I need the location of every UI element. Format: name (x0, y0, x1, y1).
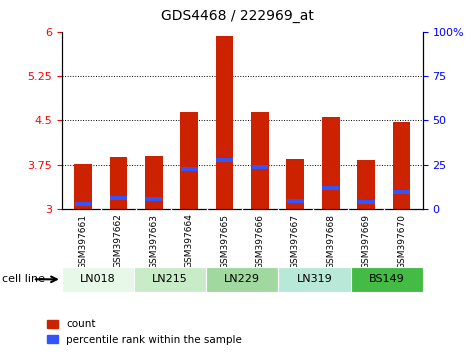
Text: GSM397663: GSM397663 (149, 213, 158, 269)
Bar (181, 167, 198, 171)
Legend: count, percentile rank within the sample: count, percentile rank within the sample (43, 315, 246, 349)
Bar (357, 160, 375, 209)
Bar (62, 267, 134, 292)
Bar (322, 118, 340, 209)
Bar (134, 267, 206, 292)
Text: GSM397669: GSM397669 (361, 213, 371, 269)
Bar (358, 200, 374, 204)
Bar (180, 112, 198, 209)
Bar (110, 157, 127, 209)
Bar (74, 164, 92, 209)
Bar (278, 267, 351, 292)
Bar (393, 190, 410, 194)
Text: GDS4468 / 222969_at: GDS4468 / 222969_at (161, 9, 314, 23)
Text: GSM397668: GSM397668 (326, 213, 335, 269)
Bar (145, 156, 162, 209)
Bar (110, 196, 127, 200)
Bar (286, 159, 304, 209)
Bar (251, 112, 269, 209)
Text: LN215: LN215 (152, 274, 188, 284)
Text: GSM397664: GSM397664 (185, 213, 194, 268)
Text: GSM397666: GSM397666 (256, 213, 265, 269)
Text: LN018: LN018 (80, 274, 116, 284)
Bar (323, 186, 339, 190)
Text: GSM397667: GSM397667 (291, 213, 300, 269)
Bar (287, 199, 304, 202)
Bar (145, 198, 162, 201)
Text: BS149: BS149 (369, 274, 405, 284)
Text: LN319: LN319 (296, 274, 332, 284)
Bar (351, 267, 423, 292)
Text: GSM397670: GSM397670 (397, 213, 406, 269)
Bar (206, 267, 278, 292)
Bar (252, 165, 268, 169)
Text: GSM397662: GSM397662 (114, 213, 123, 268)
Bar (216, 36, 233, 209)
Bar (216, 158, 233, 162)
Text: GSM397665: GSM397665 (220, 213, 229, 269)
Bar (393, 122, 410, 209)
Text: LN229: LN229 (224, 274, 260, 284)
Text: GSM397661: GSM397661 (78, 213, 87, 269)
Bar (75, 202, 91, 206)
Text: cell line: cell line (2, 274, 46, 284)
